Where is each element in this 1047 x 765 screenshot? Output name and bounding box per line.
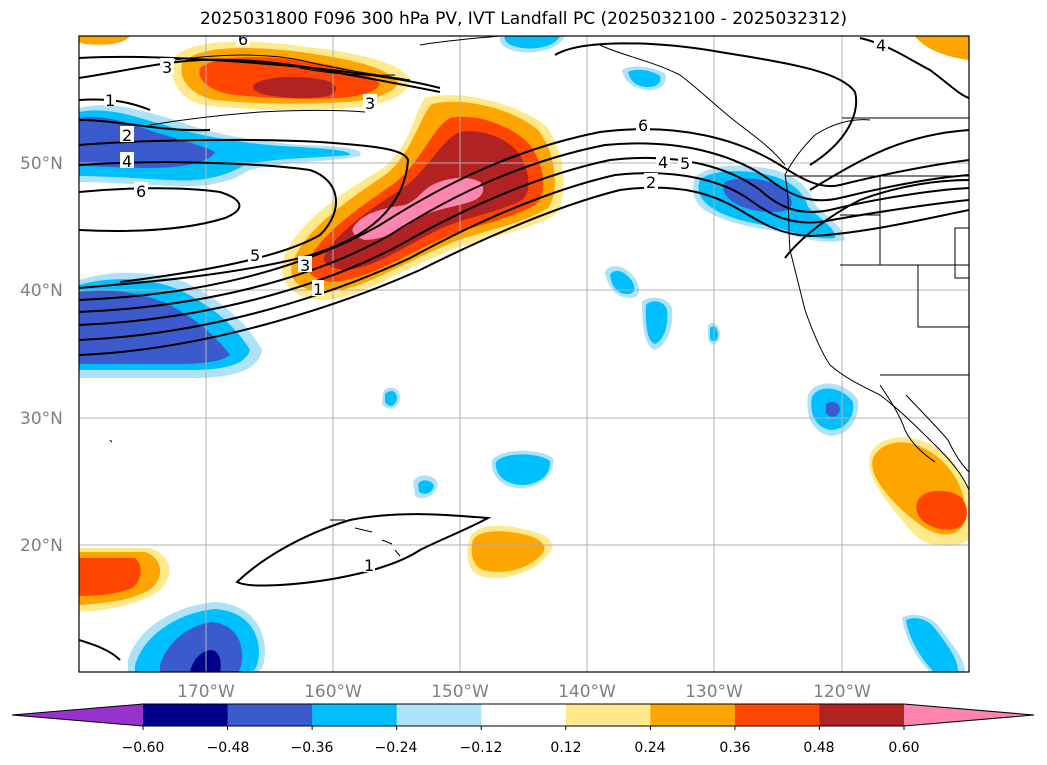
figure-title: 2025031800 F096 300 hPa PV, IVT Landfall… — [199, 9, 847, 29]
colorbar-segment — [734, 704, 820, 726]
lat-label: 30°N — [20, 409, 63, 429]
colorbar-tick-label: −0.24 — [375, 740, 418, 756]
positive-anomaly-hawaii — [467, 525, 552, 579]
contour-label: 1 — [105, 91, 115, 110]
colorbar-segment — [227, 704, 313, 726]
negative-anomaly-west-lower — [79, 272, 262, 378]
contour-label-box — [160, 58, 174, 74]
lon-label: 170°W — [177, 682, 235, 702]
colorbar-tick-label: −0.60 — [122, 740, 165, 756]
positive-anomaly-main — [281, 95, 564, 300]
colorbar-segment — [481, 704, 567, 726]
contour-label-box — [363, 556, 375, 572]
contour-label: 2 — [122, 126, 132, 145]
contour-label: 1 — [313, 280, 323, 299]
contour-label: 6 — [238, 30, 248, 49]
contour-label: 4 — [122, 152, 132, 171]
colorbar-tick-label: 0.48 — [803, 740, 834, 756]
colorbar — [11, 703, 1035, 730]
negative-anomaly-south — [128, 602, 265, 672]
lon-label: 130°W — [685, 682, 743, 702]
contour-label: 1 — [364, 556, 374, 575]
contour-label: 4 — [876, 36, 886, 55]
colorbar-tick-label: 0.12 — [550, 740, 581, 756]
contour-label-box — [134, 182, 148, 198]
contour-label-box — [298, 256, 312, 272]
colorbar-segment — [819, 704, 905, 726]
colorbar-extension-high — [904, 704, 1034, 726]
map-frame — [78, 35, 970, 673]
contour-label-box — [104, 92, 116, 106]
latitude-labels: 50°N 40°N 30°N 20°N — [20, 154, 63, 556]
longitude-labels: 170°W 160°W 150°W 140°W 130°W 120°W — [177, 682, 871, 702]
contour-label-box — [312, 280, 324, 296]
contour-label: 4 — [658, 153, 668, 172]
contour-label-box — [248, 246, 262, 262]
contour-label-box — [678, 154, 692, 170]
contour-label-box — [874, 36, 888, 52]
contour-label-box — [236, 36, 250, 46]
colorbar-tick-label: −0.36 — [291, 740, 334, 756]
contour-label: 2 — [646, 173, 656, 192]
contour-label: 5 — [250, 246, 260, 265]
positive-anomaly-top — [79, 36, 969, 60]
colorbar-tick-label: 0.60 — [888, 740, 919, 756]
colorbar-segment — [143, 704, 229, 726]
contour-label: 6 — [136, 182, 146, 201]
contour-label-box — [120, 126, 134, 142]
contour-label: 3 — [300, 256, 310, 275]
colorbar-segment — [312, 704, 398, 726]
colorbar-tick-label: 0.36 — [719, 740, 750, 756]
negative-anomaly-small — [382, 36, 965, 672]
colorbar-extension-low — [12, 704, 143, 726]
colorbar-segment — [396, 704, 482, 726]
positive-anomaly-mexico — [869, 437, 969, 546]
contour-label: 5 — [680, 154, 690, 173]
map-area: 6 3 3 1 2 4 6 5 3 1 6 4 5 2 — [79, 30, 969, 672]
lon-label: 140°W — [558, 682, 616, 702]
lat-label: 20°N — [20, 536, 63, 556]
contour-label-box — [120, 152, 134, 168]
pv-contours — [79, 37, 969, 661]
lon-label: 160°W — [304, 682, 362, 702]
lon-label: 150°W — [431, 682, 489, 702]
contour-label: 3 — [162, 58, 172, 77]
colorbar-tick-labels: −0.60 −0.48 −0.36 −0.24 −0.12 0.12 0.24 … — [122, 740, 920, 756]
contour-label: 6 — [638, 116, 648, 135]
contour-label-box — [363, 94, 377, 110]
coastlines — [109, 36, 969, 557]
contour-label-box — [644, 173, 658, 189]
contour-labels: 6 3 3 1 2 4 6 5 3 1 6 4 5 2 — [104, 30, 888, 575]
lat-label: 40°N — [20, 281, 63, 301]
contour-label-box — [656, 153, 670, 169]
colorbar-segment — [650, 704, 736, 726]
colorbar-tick-label: 0.24 — [634, 740, 665, 756]
colorbar-segment — [565, 704, 651, 726]
colorbar-tick-label: −0.48 — [207, 740, 250, 756]
lat-label: 50°N — [20, 154, 63, 174]
colorbar-tick-label: −0.12 — [460, 740, 503, 756]
contour-label-box — [636, 116, 650, 132]
positive-anomaly-west — [79, 548, 170, 612]
lon-label: 120°W — [813, 682, 871, 702]
contour-label: 3 — [365, 94, 375, 113]
